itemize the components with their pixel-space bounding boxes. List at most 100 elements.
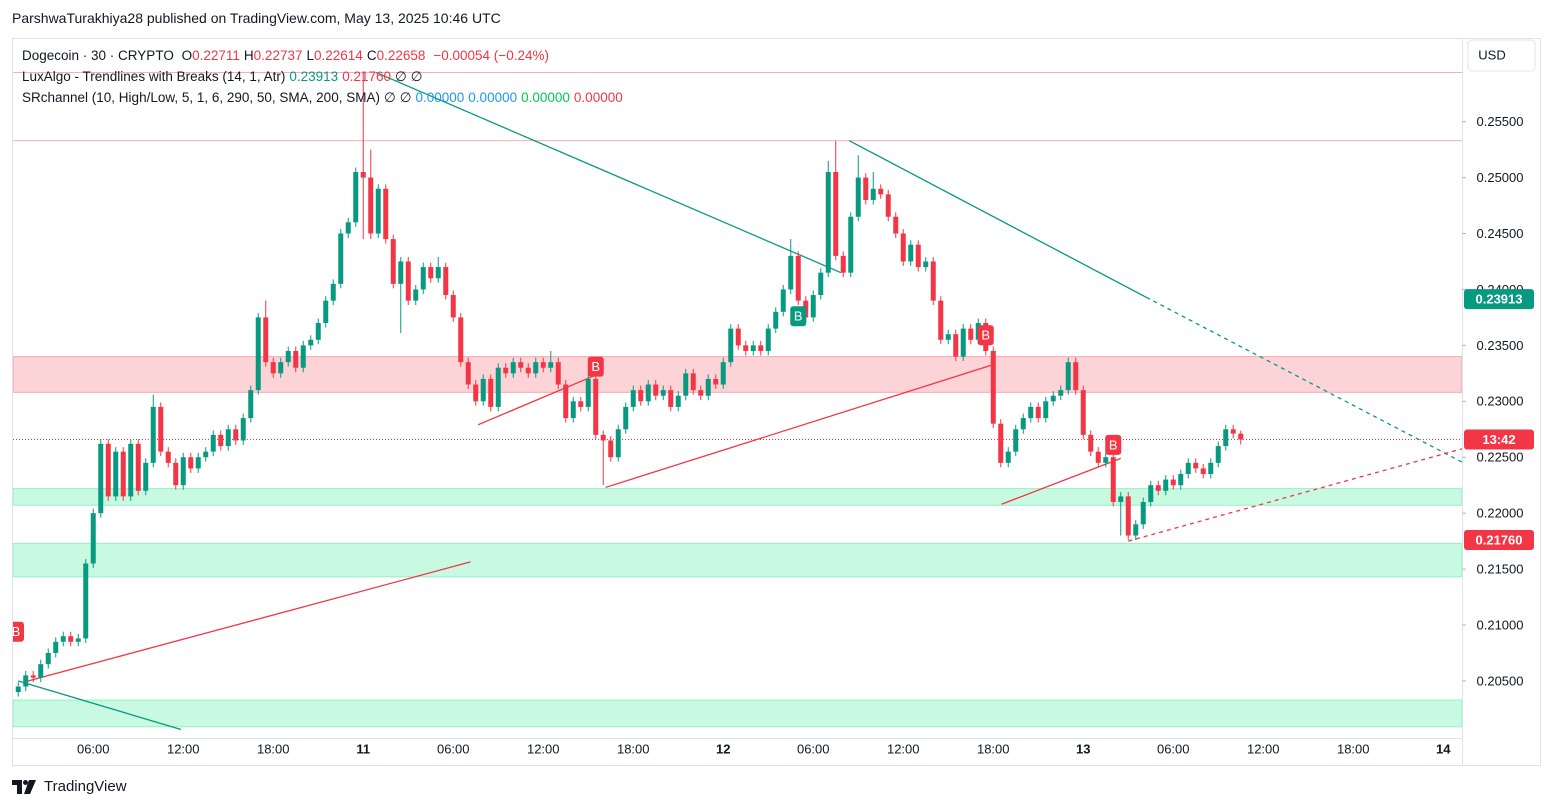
candle-body: [113, 451, 119, 497]
candle-body: [863, 177, 869, 200]
indicator-value: 0.21760: [342, 69, 391, 84]
candle-body: [465, 362, 471, 385]
candle-body: [713, 378, 719, 385]
price-badge-label: 0.23913: [1476, 292, 1523, 307]
currency-button[interactable]: [1467, 39, 1536, 72]
candle-body: [323, 300, 329, 324]
candle-body: [458, 317, 464, 363]
y-tick-label: 0.25500: [1477, 114, 1524, 129]
candle-body: [855, 177, 861, 217]
axes: 0.20500 0.21000 0.21500 0.22000 0.22500 0.230…: [77, 114, 1534, 756]
candle-body: [1200, 468, 1206, 475]
candle-body: [1193, 462, 1199, 469]
candle-body: [1223, 429, 1229, 447]
x-tick-label: 06:00: [1157, 741, 1190, 756]
candle-body: [585, 378, 591, 407]
candle-body: [555, 362, 561, 385]
candle-body: [1133, 524, 1139, 536]
candle-body: [758, 345, 764, 351]
candle-body: [1230, 429, 1236, 434]
candle-body: [908, 244, 914, 262]
candle-body: [923, 261, 929, 268]
break-label: B: [12, 624, 21, 639]
break-marker: [13, 621, 24, 642]
ohlc-letter: C: [366, 48, 377, 63]
candle-body: [525, 367, 531, 374]
candle-body: [773, 311, 779, 329]
candle-body: [690, 373, 696, 391]
indicator-value: 0.23913: [289, 69, 339, 84]
candle-body: [135, 443, 141, 491]
candle-body: [518, 362, 524, 368]
y-tick-label: 0.24500: [1477, 226, 1524, 241]
candle-body: [1020, 418, 1026, 430]
candle-body: [1028, 406, 1034, 419]
candle-body: [848, 216, 854, 273]
plot-area: B B B B B: [12, 71, 1462, 731]
candle-body: [53, 641, 59, 653]
x-tick-label: 18:00: [617, 741, 650, 756]
break-marker: [1105, 434, 1122, 455]
candle-body: [968, 328, 974, 340]
candle-body: [1080, 390, 1086, 435]
candle-body: [938, 300, 944, 340]
candle-body: [788, 255, 794, 290]
candle-body: [945, 334, 951, 340]
candle-body: [810, 295, 816, 318]
publisher-line: ParshwaTurakhiya28 published on TradingV…: [12, 10, 501, 26]
trendline: [1145, 296, 1462, 463]
candle-body: [668, 390, 674, 407]
brand: TradingView: [44, 778, 127, 795]
candle-body: [143, 462, 149, 491]
candle-body: [510, 362, 516, 374]
candle-body: [203, 451, 209, 458]
candle-body: [165, 451, 171, 463]
symbol: Dogecoin · 30 · CRYPTO: [22, 48, 174, 63]
candle-body: [990, 350, 996, 424]
candle-body: [900, 233, 906, 262]
indicator-null: ∅: [395, 69, 407, 84]
trendline: [1001, 457, 1121, 505]
candle-body: [233, 429, 239, 441]
candle-body: [413, 289, 419, 301]
candle-body: [210, 434, 216, 452]
candle-body: [818, 272, 824, 296]
candle-body: [225, 429, 231, 447]
candle-body: [660, 390, 666, 396]
candle-body: [368, 177, 374, 234]
legend: Dogecoin · 30 · CRYPTO O0.22711 H0.22737 L…: [22, 45, 627, 108]
indicator-null: ∅: [410, 69, 423, 84]
x-tick-label: 13: [1076, 741, 1090, 756]
candle-body: [383, 188, 389, 240]
candle-body: [735, 328, 741, 346]
x-tick-label: 18:00: [257, 741, 290, 756]
indicator-name: SRchannel (10, High/Low, 5, 1, 6, 290, 5…: [22, 90, 380, 105]
candle-body: [398, 261, 404, 284]
candle-body: [675, 395, 681, 407]
candle-body: [728, 328, 734, 363]
candle-body: [90, 513, 96, 564]
candle-body: [150, 406, 156, 463]
trendline: [27, 561, 471, 682]
indicator-row: LuxAlgo - Trendlines with Breaks (14, 1,…: [22, 66, 627, 87]
indicator-name: LuxAlgo - Trendlines with Breaks (14, 1,…: [22, 69, 286, 84]
trendline: [477, 373, 598, 426]
change: −0.00054 (−0.24%): [433, 48, 549, 63]
candle-body: [825, 171, 831, 273]
break-marker: [977, 325, 994, 346]
trendline: [848, 140, 1147, 298]
candle-body: [1050, 395, 1056, 402]
x-tick-label: 06:00: [797, 741, 830, 756]
candle-body: [630, 390, 636, 407]
x-tick-label: 12:00: [1247, 741, 1280, 756]
candle-body: [293, 350, 299, 368]
candle-body: [120, 451, 126, 497]
price-badge: [1464, 429, 1534, 450]
currency[interactable]: USD: [1478, 47, 1505, 62]
candle-body: [1058, 390, 1064, 396]
break-label: B: [591, 359, 600, 374]
x-tick-label: 18:00: [977, 741, 1010, 756]
ohlc-value: 0.22658: [376, 48, 426, 63]
ohlc-letter: L: [306, 48, 314, 63]
